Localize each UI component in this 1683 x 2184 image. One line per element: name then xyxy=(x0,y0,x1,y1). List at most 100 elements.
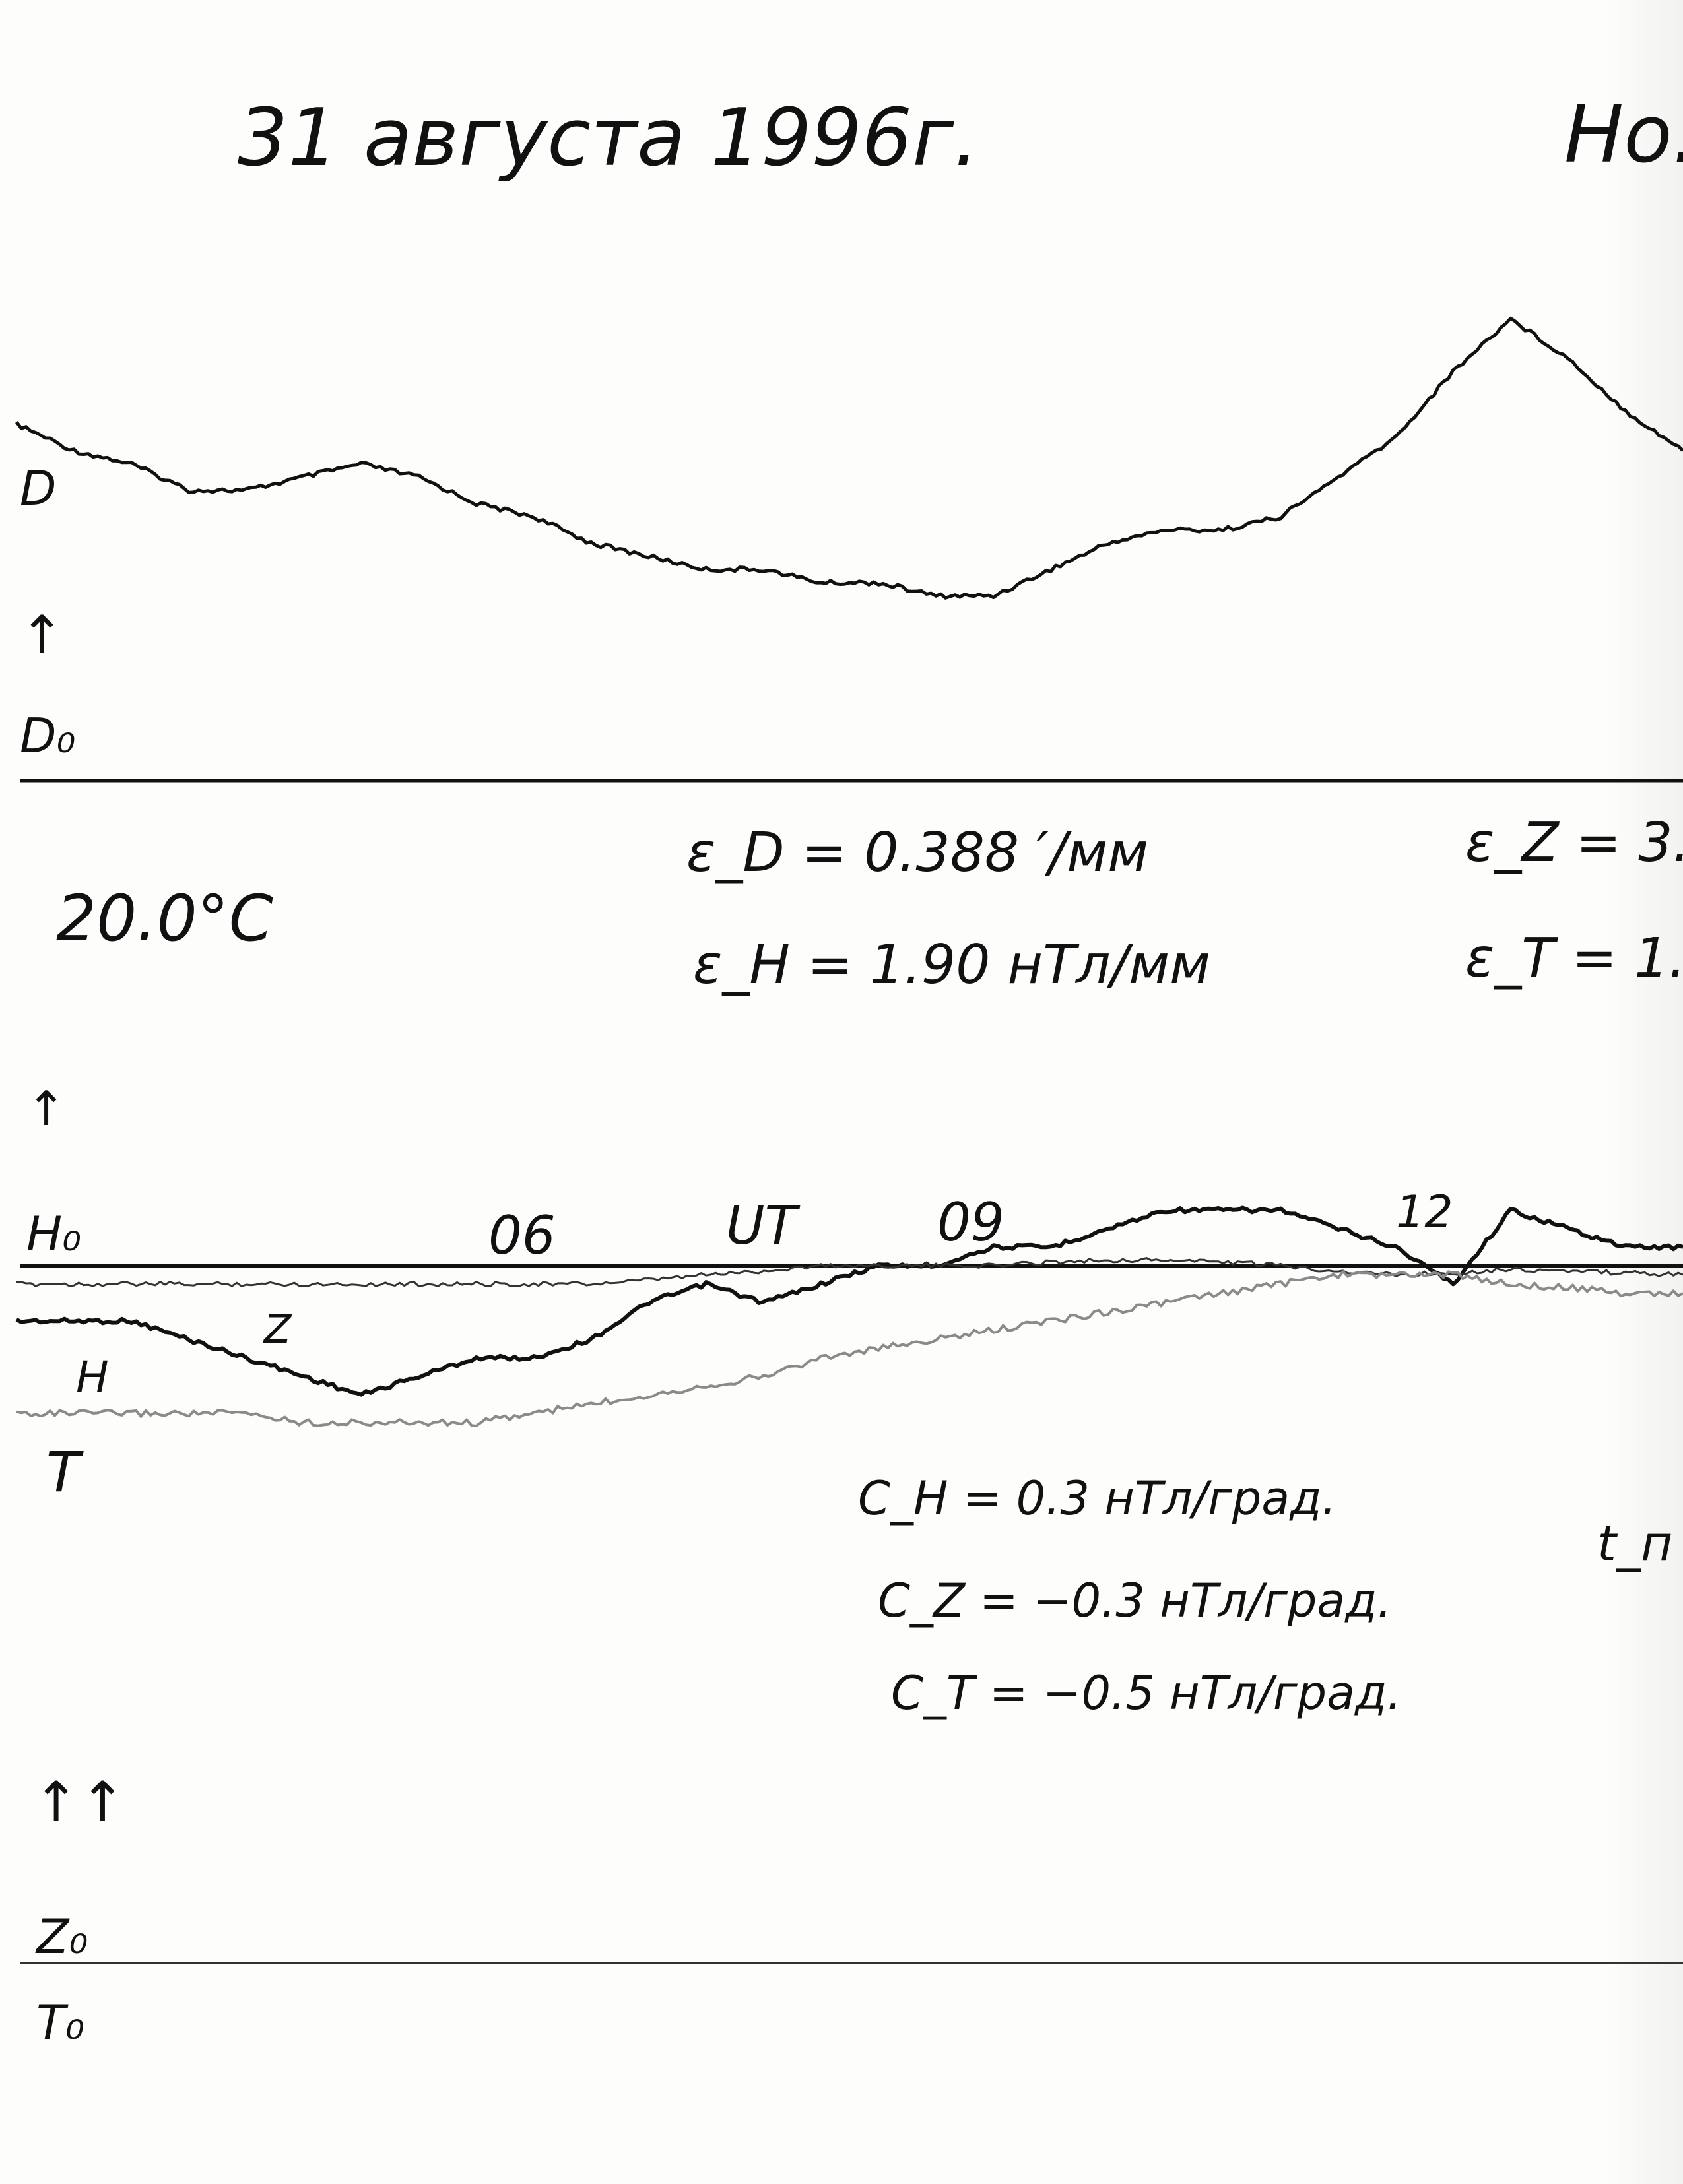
point-z-21 xyxy=(1222,1260,1224,1263)
point-d-15 xyxy=(877,581,880,584)
point-t-0 xyxy=(15,1412,18,1415)
point-t-7 xyxy=(418,1421,420,1424)
time-label-09: 09 xyxy=(937,1192,1005,1253)
point-t-21 xyxy=(1222,1292,1224,1295)
up-arrow-h: ↑ xyxy=(26,1081,66,1136)
point-h-21 xyxy=(1222,1209,1224,1211)
point-h-19 xyxy=(1107,1227,1109,1230)
point-h-10 xyxy=(590,1338,593,1341)
point-h-14 xyxy=(820,1283,822,1285)
point-t-1 xyxy=(73,1412,75,1415)
scale-eps-d: ε_D = 0.388 ′/мм xyxy=(686,821,1148,884)
trace-t xyxy=(16,1270,1683,1427)
point-d-12 xyxy=(705,568,708,571)
point-z-20 xyxy=(1164,1259,1167,1262)
point-t-28 xyxy=(1624,1292,1627,1295)
point-h-0 xyxy=(15,1320,18,1322)
point-h-8 xyxy=(475,1357,478,1359)
t-label: t_п xyxy=(1597,1516,1672,1572)
point-h-25 xyxy=(1452,1283,1455,1285)
point-h-23 xyxy=(1337,1227,1340,1230)
point-t-12 xyxy=(705,1384,708,1387)
point-h-6 xyxy=(360,1394,362,1396)
chart-title: 31 августа 1996г. xyxy=(238,92,979,184)
point-z-4 xyxy=(245,1283,248,1285)
point-h-26 xyxy=(1509,1209,1512,1211)
coef-c-t: C_T = −0.5 нТл/град. xyxy=(891,1666,1402,1720)
point-t-3 xyxy=(187,1412,190,1415)
point-t-24 xyxy=(1395,1273,1397,1276)
point-h-27 xyxy=(1567,1227,1569,1230)
point-t-27 xyxy=(1567,1287,1569,1289)
point-d-23 xyxy=(1337,476,1340,478)
point-d-13 xyxy=(762,568,765,571)
point-t-16 xyxy=(935,1338,937,1341)
label-z0: Z₀ xyxy=(35,1909,88,1964)
point-z-6 xyxy=(360,1283,362,1285)
point-d-9 xyxy=(533,515,535,518)
point-t-23 xyxy=(1337,1273,1340,1276)
point-z-9 xyxy=(533,1283,535,1285)
point-h-2 xyxy=(130,1320,133,1322)
label-t0: T₀ xyxy=(36,1995,84,2050)
point-h-13 xyxy=(762,1301,765,1304)
point-h-17 xyxy=(992,1246,995,1248)
point-z-2 xyxy=(130,1283,133,1285)
point-t-15 xyxy=(877,1347,880,1350)
point-d-5 xyxy=(302,476,305,478)
time-label-12: 12 xyxy=(1396,1186,1453,1238)
point-t-20 xyxy=(1164,1301,1167,1304)
point-d-7 xyxy=(418,476,420,478)
label-d0: D₀ xyxy=(20,708,75,763)
point-h-7 xyxy=(418,1375,420,1378)
point-d-8 xyxy=(475,502,478,505)
point-d-22 xyxy=(1280,515,1282,518)
point-z-28 xyxy=(1624,1271,1627,1274)
point-t-18 xyxy=(1049,1320,1052,1322)
point-z-14 xyxy=(820,1264,822,1267)
point-z-15 xyxy=(877,1264,880,1267)
point-z-5 xyxy=(302,1283,305,1285)
label-t-trace: T xyxy=(46,1440,84,1504)
point-h-3 xyxy=(187,1338,190,1341)
point-d-26 xyxy=(1509,317,1512,320)
point-d-14 xyxy=(820,581,822,584)
point-d-17 xyxy=(992,594,995,597)
point-z-19 xyxy=(1107,1259,1109,1262)
point-h-12 xyxy=(705,1283,708,1285)
point-z-11 xyxy=(647,1279,650,1281)
point-t-4 xyxy=(245,1412,248,1415)
point-t-5 xyxy=(302,1421,305,1424)
point-z-12 xyxy=(705,1273,708,1276)
point-d-11 xyxy=(647,555,650,558)
point-z-1 xyxy=(73,1283,75,1285)
point-t-9 xyxy=(533,1412,535,1415)
time-label-ut: UT xyxy=(726,1195,801,1256)
scale-eps-h: ε_H = 1.90 нТл/мм xyxy=(693,934,1210,996)
point-t-2 xyxy=(130,1412,133,1415)
point-d-24 xyxy=(1395,436,1397,439)
point-z-23 xyxy=(1337,1269,1340,1272)
point-t-10 xyxy=(590,1403,593,1405)
point-z-3 xyxy=(187,1283,190,1285)
point-d-1 xyxy=(73,449,75,452)
point-h-28 xyxy=(1624,1246,1627,1248)
point-z-10 xyxy=(590,1283,593,1285)
double-up-arrow: ↑↑ xyxy=(33,1770,126,1834)
point-h-4 xyxy=(245,1357,248,1359)
point-t-8 xyxy=(475,1421,478,1424)
point-z-22 xyxy=(1280,1264,1282,1267)
point-t-25 xyxy=(1452,1273,1455,1276)
point-t-26 xyxy=(1509,1283,1512,1285)
point-h-20 xyxy=(1164,1209,1167,1211)
point-z-13 xyxy=(762,1269,765,1272)
point-h-22 xyxy=(1280,1209,1282,1211)
temperature-label: 20.0°C xyxy=(56,882,273,955)
point-z-16 xyxy=(935,1264,937,1267)
point-h-24 xyxy=(1395,1246,1397,1248)
point-t-6 xyxy=(360,1421,362,1424)
point-z-27 xyxy=(1567,1269,1569,1272)
point-z-0 xyxy=(15,1283,18,1285)
point-z-8 xyxy=(475,1283,478,1285)
point-h-9 xyxy=(533,1357,535,1359)
